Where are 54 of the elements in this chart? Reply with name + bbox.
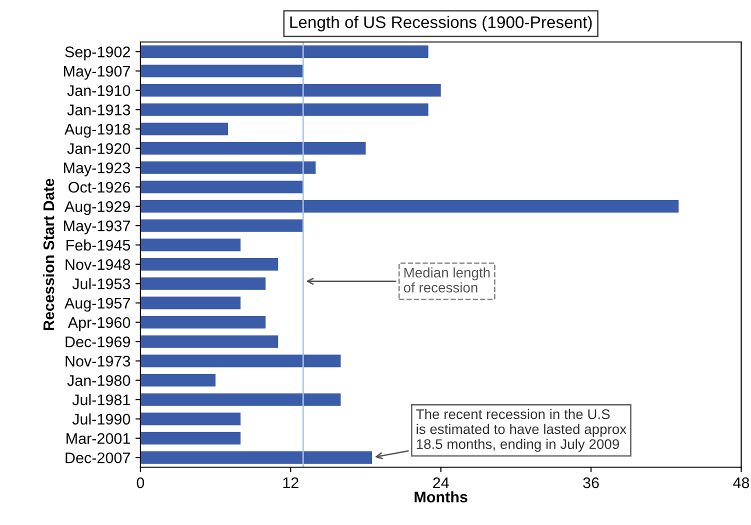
ref-line-label: Median length of recession bbox=[404, 267, 490, 293]
y-tick-label: Jul-1981 bbox=[72, 394, 130, 406]
y-tick-label: Dec-1969 bbox=[66, 336, 130, 348]
y-tick-label: May-1937 bbox=[64, 220, 130, 234]
bar bbox=[140, 451, 372, 464]
y-tick-label: Oct-1926 bbox=[68, 182, 130, 193]
x-axis-title: Months bbox=[414, 491, 468, 502]
bar bbox=[140, 45, 428, 58]
y-tick-label: May-1923 bbox=[64, 162, 130, 176]
x-tick-label: 36 bbox=[583, 477, 599, 488]
y-tick-label: Apr-1960 bbox=[68, 317, 130, 331]
x-tick-label: 24 bbox=[433, 477, 449, 488]
bar bbox=[140, 219, 304, 232]
bar bbox=[140, 238, 241, 252]
y-tick-label: May-1907 bbox=[64, 66, 130, 80]
y-tick-label: Nov-1948 bbox=[66, 259, 130, 270]
x-tick-label: 12 bbox=[283, 477, 298, 488]
bar bbox=[140, 200, 679, 213]
bar bbox=[140, 316, 266, 329]
y-tick-label: Jan-1920 bbox=[67, 143, 130, 154]
bar bbox=[140, 277, 266, 290]
bar bbox=[140, 412, 241, 426]
y-tick-label: Jul-1990 bbox=[72, 413, 130, 425]
bar bbox=[140, 296, 241, 310]
y-tick-label: Jan-1980 bbox=[67, 375, 130, 386]
y-tick-label: Dec-2007 bbox=[66, 452, 130, 464]
y-tick-label: Aug-1957 bbox=[64, 298, 130, 312]
bar bbox=[140, 258, 278, 271]
x-tick-label: 0 bbox=[136, 477, 144, 488]
bar bbox=[140, 393, 341, 406]
bar bbox=[140, 103, 428, 116]
y-axis-title: Recession Start Date bbox=[42, 178, 54, 330]
bar bbox=[140, 432, 241, 445]
chart-title: Length of US Recessions (1900-Present) bbox=[290, 16, 592, 32]
bar bbox=[140, 142, 366, 155]
y-tick-label: Jan-1910 bbox=[67, 85, 130, 96]
y-tick-label: Sep-1902 bbox=[65, 46, 130, 60]
bar bbox=[140, 374, 216, 387]
y-tick-label: Feb-1945 bbox=[66, 239, 130, 251]
y-tick-label: Aug-1929 bbox=[64, 201, 130, 216]
y-tick-label: Jul-1953 bbox=[72, 278, 130, 290]
y-tick-label: Mar-2001 bbox=[66, 433, 130, 444]
y-tick-label: Nov-1973 bbox=[66, 356, 130, 367]
bar bbox=[140, 64, 304, 78]
bar bbox=[140, 180, 304, 194]
bar bbox=[140, 84, 441, 97]
bar bbox=[140, 161, 316, 174]
y-tick-label: Aug-1918 bbox=[64, 124, 130, 138]
bar bbox=[140, 122, 228, 136]
annotation: The recent recession in the U.S is estimated to have lasted approx 18.5 months, ending in July 2009 bbox=[416, 408, 626, 452]
x-tick-label: 48 bbox=[733, 477, 750, 488]
bar bbox=[140, 335, 278, 348]
y-tick-label: Jan-1913 bbox=[67, 104, 130, 116]
bar bbox=[140, 354, 341, 368]
